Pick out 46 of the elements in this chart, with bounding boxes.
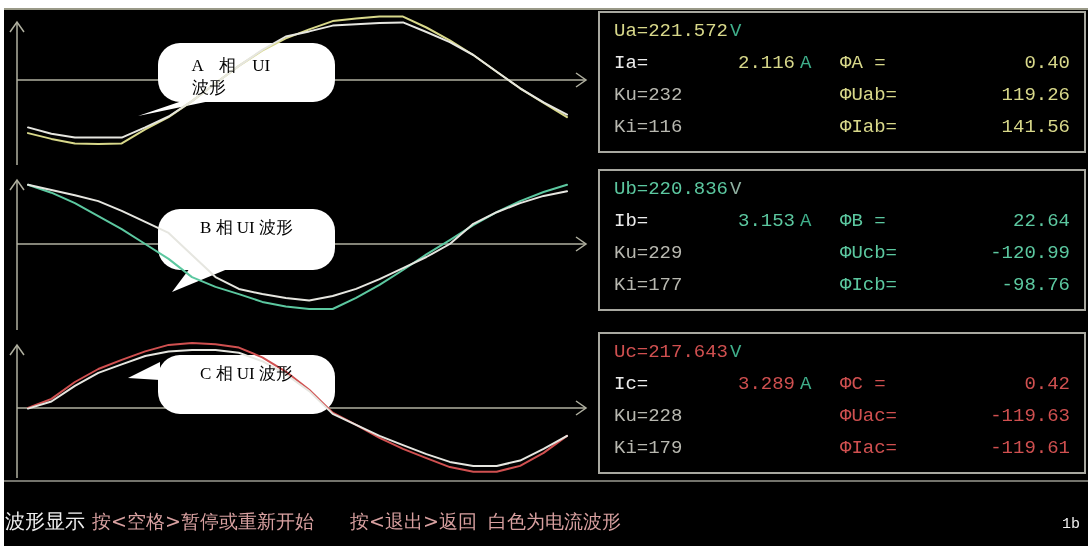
text: 按<空格>暂停或重新开始: [92, 510, 314, 532]
text: Ub=220.836: [614, 178, 729, 200]
text: ΦUab=: [840, 84, 898, 106]
text: 1b: [1062, 516, 1081, 533]
text: ΦIab=: [840, 116, 898, 138]
text: -119.61: [990, 437, 1070, 459]
text: 3.153: [737, 210, 795, 232]
text: ΦA =: [840, 52, 886, 74]
text: Ua=221.572: [614, 20, 729, 42]
text: Ki=177: [614, 274, 683, 296]
text: A: [800, 373, 812, 395]
annotation: B 相 UI 波形: [199, 217, 294, 239]
text: ΦC =: [840, 373, 886, 395]
text: Ku=228: [614, 405, 683, 427]
text: 119.26: [1001, 84, 1070, 106]
text: -120.99: [990, 242, 1070, 264]
text: Ic=: [614, 373, 649, 395]
text: -98.76: [1001, 274, 1070, 296]
text: ΦIac=: [840, 437, 898, 459]
text: Ki=179: [614, 437, 683, 459]
text: 3.289: [737, 373, 795, 395]
text: V: [730, 341, 743, 363]
text: V: [730, 20, 743, 42]
text: A: [800, 210, 812, 232]
text: Ku=229: [614, 242, 683, 264]
text: 0.40: [1024, 52, 1070, 74]
text: Ku=232: [614, 84, 683, 106]
text: 22.64: [1012, 210, 1070, 232]
text: 0.42: [1024, 373, 1070, 395]
annotation: A 相 UI 波形: [191, 55, 272, 99]
text: 2.116: [737, 52, 795, 74]
text: ΦIcb=: [840, 274, 898, 296]
text: 白色为电流波形: [488, 510, 621, 532]
text: 按<退出>返回: [350, 510, 477, 532]
text: Ia=: [614, 52, 649, 74]
text: -119.63: [990, 405, 1070, 427]
text: A: [800, 52, 812, 74]
text: 141.56: [1001, 116, 1070, 138]
text: Ib=: [614, 210, 649, 232]
text: ΦUac=: [840, 405, 898, 427]
text: ΦB =: [840, 210, 886, 232]
text: V: [730, 178, 743, 200]
text: 波形显示: [5, 509, 85, 533]
text: Uc=217.643: [614, 341, 729, 363]
text: ΦUcb=: [840, 242, 898, 264]
text: Ki=116: [614, 116, 683, 138]
